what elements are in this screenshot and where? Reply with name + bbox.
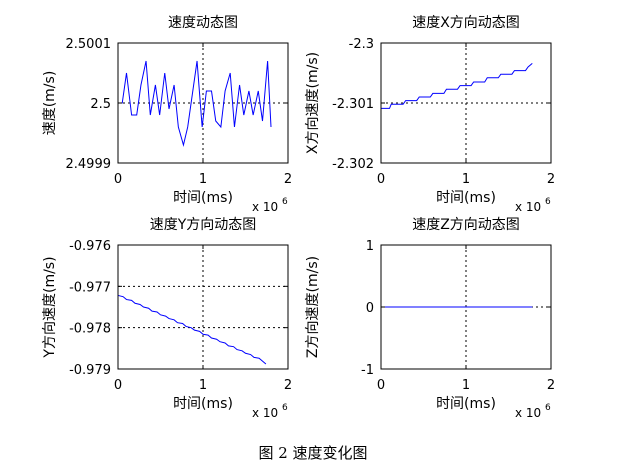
series-line-1 [381, 63, 533, 109]
y-tick-label: -0.978 [69, 322, 111, 337]
y-tick-label: -0.976 [69, 239, 111, 254]
x-axis-label: 时间(ms) [436, 190, 496, 206]
y-tick-label: 0 [366, 301, 374, 316]
x-exponent-label: x 10 [252, 200, 278, 214]
x-exponent-power: 6 [545, 403, 551, 413]
subplot-3: 0 1 2 -0.979 -0.978 -0.977 -0.976 速度Y方向动态图时间(ms… [42, 217, 292, 420]
x-exponent-power: 6 [545, 197, 551, 207]
x-tick-label: 2 [284, 378, 292, 393]
y-axis-label: Z方向速度(m/s) [305, 256, 321, 358]
y-tick-label: 1 [366, 239, 374, 254]
y-tick-label: -2.3 [349, 37, 374, 52]
y-axis-label: Y方向速度(m/s) [42, 256, 58, 358]
x-tick-label: 0 [114, 172, 122, 187]
series-line-1 [118, 60, 272, 147]
x-tick-label: 1 [462, 378, 470, 393]
x-tick-label: 2 [547, 172, 555, 187]
chart-title: 速度X方向动态图 [412, 15, 520, 31]
y-tick-label: -0.977 [69, 280, 111, 295]
x-exponent-power: 6 [282, 403, 288, 413]
y-axis-label: X方向速度(m/s) [305, 52, 321, 154]
x-tick-label: 0 [114, 378, 122, 393]
x-tick-label: 0 [377, 172, 385, 187]
chart-title: 速度Y方向动态图 [150, 217, 257, 233]
series-line-1 [117, 294, 267, 365]
chart-title: 速度动态图 [168, 15, 238, 31]
x-tick-label: 2 [547, 378, 555, 393]
x-exponent-label: x 10 [252, 406, 278, 420]
x-exponent-label: x 10 [515, 200, 541, 214]
figure-caption: 图 2 速度变化图 [258, 444, 368, 462]
x-tick-label: 1 [462, 172, 470, 187]
y-axis-label: 速度(m/s) [42, 71, 58, 136]
y-tick-label: 2.5001 [66, 37, 112, 52]
y-tick-label: -1 [361, 363, 374, 378]
x-axis-label: 时间(ms) [173, 396, 233, 412]
x-exponent-label: x 10 [515, 406, 541, 420]
y-tick-label: -2.302 [332, 157, 374, 172]
chart-title: 速度Z方向动态图 [412, 217, 520, 233]
y-tick-label: -0.979 [69, 363, 111, 378]
x-tick-label: 1 [199, 378, 207, 393]
y-tick-label: 2.5 [90, 97, 111, 112]
x-axis-label: 时间(ms) [436, 396, 496, 412]
x-tick-label: 2 [284, 172, 292, 187]
y-tick-label: 2.4999 [66, 157, 112, 172]
y-tick-label: -2.301 [332, 97, 374, 112]
x-axis-label: 时间(ms) [173, 190, 233, 206]
x-exponent-power: 6 [282, 197, 288, 207]
x-tick-label: 0 [377, 378, 385, 393]
x-tick-label: 1 [199, 172, 207, 187]
